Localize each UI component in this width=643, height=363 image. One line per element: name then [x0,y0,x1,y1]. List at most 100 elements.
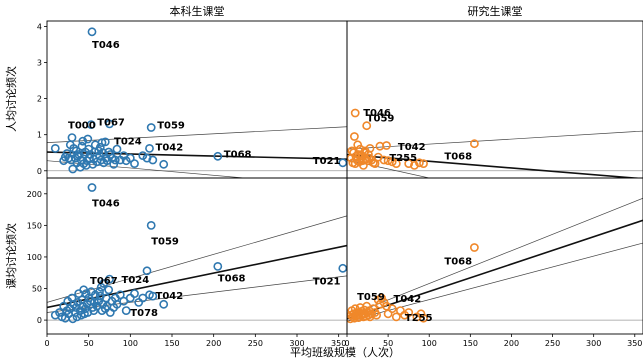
x-tick-label: 0 [344,339,349,348]
panel-frame-layer [46,20,643,335]
y-axis-label-top: 人均讨论频次 [4,66,18,132]
data-point [379,155,389,165]
regression-fit-line [347,219,643,320]
data-point [121,306,131,315]
point-label: T042 [156,291,184,302]
ci-upper-line [347,197,643,317]
point-label: T059 [367,114,395,125]
y-tick-label: 100 [27,253,42,262]
ci-upper-line [47,126,347,143]
data-point [159,159,169,169]
data-point [338,158,347,168]
data-point [67,133,77,142]
data-point [387,304,397,314]
data-point [350,108,360,118]
grid-layer [47,170,643,321]
x-tick-label: 350 [627,339,642,348]
data-point [86,120,96,129]
x-tick-label: 250 [248,339,263,348]
point-label: T059 [357,292,385,303]
x-tick-label: 250 [545,339,560,348]
y-tick-label: 200 [27,190,42,199]
point-label: T021 [313,156,341,167]
point-label: T068 [444,257,472,268]
x-tick-label: 0 [44,339,49,348]
data-point [159,299,169,309]
x-tick-label: 350 [331,339,346,348]
x-tick-label: 150 [164,339,179,348]
data-point [353,140,363,150]
data-point [125,153,135,163]
x-tick-label: 300 [586,339,601,348]
y-tick-label: 0 [37,316,42,325]
data-point [130,289,139,298]
y-tick-label: 50 [32,285,42,294]
data-point [148,155,158,165]
y-axis-label-bottom: 课均讨论频次 [4,223,18,289]
ci-upper-line [347,130,643,150]
y-tick-label: 1 [37,131,42,140]
data-point [404,159,414,168]
point-label: T068 [224,149,252,160]
ci-lower-line [347,242,643,322]
point-label: T068 [444,152,472,163]
ci-lower-line [347,159,431,178]
data-point [469,139,479,149]
x-tick-label: 50 [84,339,94,348]
data-point [338,263,347,273]
x-tick-label: 100 [123,339,138,348]
data-point [105,119,114,129]
x-tick-label: 200 [206,339,221,348]
data-point [404,308,414,317]
fit-line-layer [47,151,643,320]
point-label: T067 [97,118,125,129]
point-label: T059 [157,121,185,132]
point-label: T046 [92,40,120,51]
x-axis-label: 平均班级规模（人次） [290,345,400,359]
data-point [416,309,426,319]
data-point [87,183,97,192]
y-tick-label: 3 [37,59,42,68]
point-label: T024 [122,275,150,286]
data-point [146,123,156,132]
y-tick-label: 4 [37,22,42,31]
point-label: T067 [90,276,118,287]
data-point [81,289,91,298]
data-point [87,27,97,37]
data-point [142,266,152,276]
data-point [387,157,397,167]
data-point [134,297,144,307]
ci-upper-line [47,215,347,303]
data-point [142,153,152,163]
x-tick-label: 300 [289,339,304,348]
point-label: T042 [394,294,422,305]
point-label: T000 [68,121,96,132]
data-point [62,149,72,158]
data-point [138,293,148,303]
data-point [372,310,381,320]
data-point [109,159,119,169]
point-label: T024 [114,137,142,148]
data-point [349,132,359,141]
data-point [383,156,393,166]
panel-frame [346,177,643,335]
data-point [146,220,156,230]
data-point [92,301,102,311]
point-label: T255 [405,313,433,324]
data-point [125,293,135,303]
panel-title-graduate: 研究生课堂 [468,4,523,18]
point-label: T059 [151,236,179,247]
data-point [148,291,158,301]
data-point [414,158,424,168]
data-point [145,143,154,153]
data-point [395,306,405,315]
point-label: T046 [363,108,391,119]
data-point [419,159,428,168]
data-point [104,285,114,295]
point-label: T046 [92,199,120,210]
data-point [105,274,114,284]
data-point [469,243,479,252]
